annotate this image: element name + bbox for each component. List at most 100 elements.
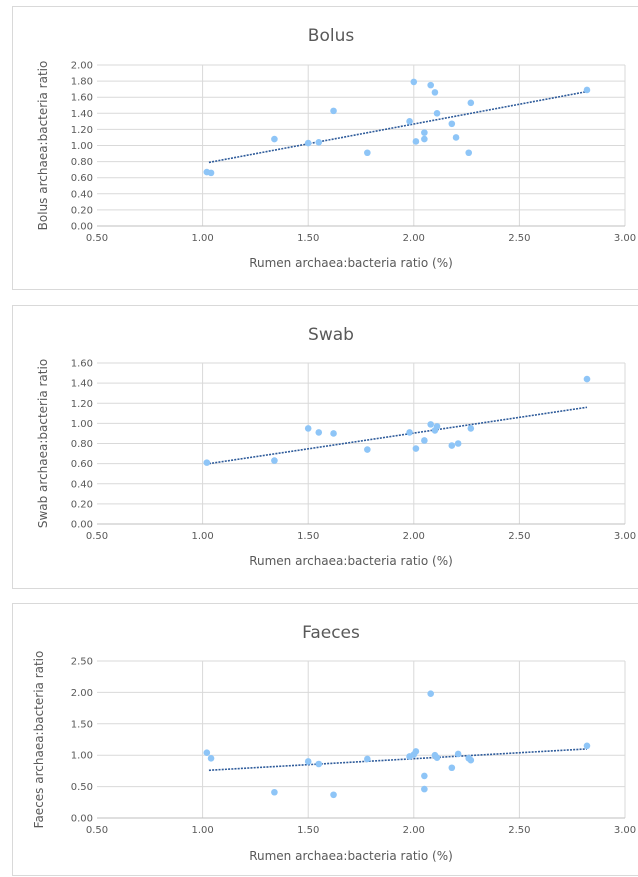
swab-y-tick-label: 0.80 [71,439,93,450]
faeces-y-tick-label: 2.50 [71,657,93,668]
faeces-y-tick-label: 1.00 [71,751,93,762]
faeces-data-point [412,748,420,755]
bolus-data-point [207,169,215,177]
bolus-data-point [467,99,475,107]
swab-x-tick-label: 1.00 [191,531,213,542]
faeces-trendline [208,748,588,772]
faeces-x-axis-label: Rumen archaea:bacteria ratio (%) [249,849,453,863]
faeces-x-tick-label: 1.50 [297,825,319,836]
bolus-y-tick-label: 0.20 [71,205,93,216]
bolus-y-tick-label: 1.00 [71,141,93,152]
swab-data-point [364,446,371,453]
swab-data-point [454,440,462,447]
faeces-data-point [315,760,323,768]
bolus-data-point [330,107,337,115]
swab-chart-title: Swab [308,325,354,345]
bolus-x-tick-label: 3.00 [614,233,636,244]
swab-data-point [467,425,475,432]
bolus-data-point [421,135,428,143]
swab-y-tick-label: 1.20 [71,399,93,410]
bolus-chart: Bolus 0.00 0.20 0.40 0.60 0.80 1.00 1.20 1.40 1.6… [36,26,636,270]
swab-chart: Swab 0.00 0.20 0.40 0.60 0.80 1.00 1.20 1.40 1.60… [36,325,636,568]
bolus-data-point [412,138,420,145]
bolus-data-point [448,120,456,128]
bolus-chart-title: Bolus [308,26,355,46]
faeces-chart-panel: Faeces 0.00 0.50 1.00 1.50 2.00 2.50 0.50 1.00 1.… [12,603,638,876]
faeces-data-point [583,742,591,750]
bolus-y-tick-label: 0.00 [71,222,93,233]
bolus-data-point [364,149,371,157]
swab-trendline [208,406,588,465]
swab-y-tick-label: 0.60 [71,459,93,470]
bolus-y-tick-label: 1.20 [71,125,93,136]
faeces-x-tick-label: 1.00 [191,825,213,836]
swab-data-point [427,421,434,428]
faeces-y-axis-label: Faeces archaea:bacteria ratio [32,651,46,829]
faeces-chart-title: Faeces [302,623,360,643]
swab-y-tick-label: 1.00 [71,419,93,430]
swab-x-tick-label: 3.00 [614,531,636,542]
swab-y-axis-label: Swab archaea:bacteria ratio [36,359,50,528]
bolus-y-tick-label: 1.60 [71,93,93,104]
bolus-data-point [583,86,591,94]
faeces-data-point [427,690,434,697]
bolus-y-tick-label: 2.00 [71,61,93,72]
swab-data-point [203,459,211,466]
swab-data-point [583,375,591,383]
swab-y-tick-label: 0.00 [71,520,93,531]
bolus-data-point [433,110,441,117]
faeces-data-point [330,791,337,799]
bolus-x-tick-label: 2.00 [403,233,425,244]
swab-x-tick-label: 0.50 [86,531,108,542]
bolus-data-point [410,78,418,86]
bolus-data-point [465,149,473,157]
bolus-data-point [431,89,439,96]
swab-data-point [421,437,428,444]
faeces-data-point [421,772,428,780]
bolus-data-point [315,138,323,146]
swab-y-tick-label: 1.40 [71,379,93,390]
bolus-chart-panel: Bolus 0.00 0.20 0.40 0.60 0.80 1.00 1.20 1.40 1.6… [12,6,638,290]
faeces-y-tick-label: 2.00 [71,688,93,699]
faeces-data-point [448,764,456,772]
swab-data-point [304,425,312,432]
bolus-data-point [421,129,428,136]
bolus-y-tick-label: 0.80 [71,157,93,168]
bolus-data-point [406,118,413,125]
faeces-data-point [203,749,211,756]
bolus-trendline [208,90,588,164]
bolus-x-tick-label: 1.00 [191,233,213,244]
faeces-data-point [454,750,462,758]
bolus-y-axis-label: Bolus archaea:bacteria ratio [36,61,50,231]
faeces-data-point [421,785,428,793]
swab-chart-panel: Swab 0.00 0.20 0.40 0.60 0.80 1.00 1.20 1.40 1.60… [12,305,638,589]
faeces-y-tick-label: 1.50 [71,719,93,730]
faeces-x-tick-label: 0.50 [86,825,108,836]
faeces-data-point [364,755,371,763]
swab-data-point [315,429,323,436]
swab-data-point [412,445,420,452]
bolus-data-point [452,134,460,141]
swab-x-tick-label: 2.50 [508,531,530,542]
faeces-data-point [207,755,215,762]
bolus-data-point [304,139,312,147]
bolus-y-tick-label: 0.40 [71,189,93,200]
swab-data-point [330,430,337,437]
swab-y-tick-label: 0.40 [71,479,93,490]
bolus-y-tick-label: 1.40 [71,109,93,120]
faeces-data-point [433,754,441,762]
faeces-x-tick-label: 3.00 [614,825,636,836]
swab-data-point [433,423,441,430]
swab-x-axis-label: Rumen archaea:bacteria ratio (%) [249,554,453,568]
bolus-x-tick-label: 0.50 [86,233,108,244]
swab-data-point [448,442,456,449]
swab-x-tick-label: 2.00 [403,531,425,542]
swab-y-tick-label: 0.20 [71,499,93,510]
bolus-x-axis-label: Rumen archaea:bacteria ratio (%) [249,256,453,270]
faeces-y-tick-label: 0.00 [71,814,93,825]
swab-y-tick-label: 1.60 [71,359,93,370]
faeces-data-point [467,756,475,764]
bolus-data-point [271,135,278,143]
faeces-y-tick-label: 0.50 [71,782,93,793]
